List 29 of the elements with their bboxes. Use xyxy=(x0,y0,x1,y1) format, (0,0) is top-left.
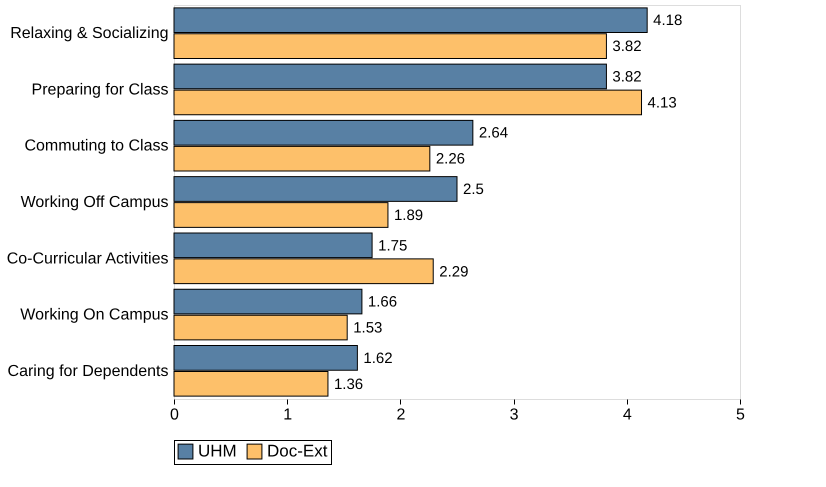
data-label: 4.18 xyxy=(653,12,682,30)
data-label: 3.82 xyxy=(612,38,642,56)
data-label: 1.66 xyxy=(368,294,398,311)
data-label: 1.53 xyxy=(353,320,382,337)
data-label: 1.36 xyxy=(334,376,364,393)
data-label: 2.5 xyxy=(463,181,484,198)
x-tick-label: 4 xyxy=(622,406,632,424)
data-label: 2.26 xyxy=(436,150,466,168)
y-tick-label: Caring for Dependents xyxy=(8,362,168,380)
data-label: 2.64 xyxy=(478,124,508,142)
y-tick-label: Co-Curricular Activities xyxy=(6,250,168,268)
x-tick-label: 0 xyxy=(170,406,180,424)
x-tick-label: 3 xyxy=(510,406,519,424)
legend-label: Doc-Ext xyxy=(267,442,328,461)
y-tick-label: Preparing for Class xyxy=(32,81,168,98)
y-tick-label: Working On Campus xyxy=(20,306,168,324)
x-tick-label: 5 xyxy=(736,406,746,424)
data-label: 4.13 xyxy=(648,94,677,112)
data-label: 2.29 xyxy=(439,263,468,280)
y-tick-label: Relaxing & Socializing xyxy=(10,25,168,42)
data-label: 1.89 xyxy=(394,206,424,224)
data-label: 1.75 xyxy=(378,237,408,254)
y-tick-label: Commuting to Class xyxy=(24,138,168,155)
data-label: 1.62 xyxy=(363,350,393,367)
x-tick-label: 2 xyxy=(396,406,406,424)
data-label: 3.82 xyxy=(612,68,642,86)
x-tick-label: 1 xyxy=(283,406,292,424)
y-tick-label: Working Off Campus xyxy=(20,194,168,211)
legend-label: UHM xyxy=(198,442,237,461)
